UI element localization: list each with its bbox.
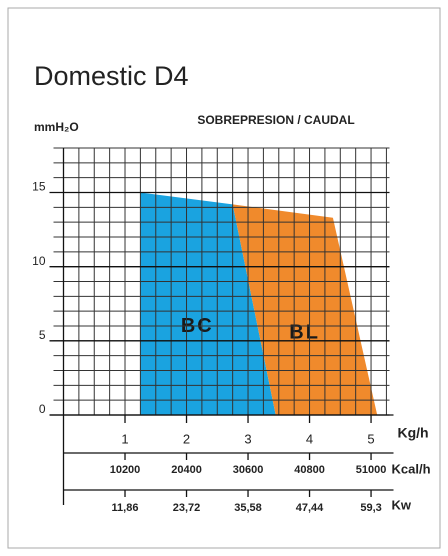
x2-tick-label: 20400 xyxy=(171,464,202,476)
x2-axis-label: Kcal/h xyxy=(392,461,431,476)
x-tick-label: 1 xyxy=(121,431,128,446)
x2-tick-label: 40800 xyxy=(294,464,325,476)
area xyxy=(232,204,378,415)
x2-tick-label: 47,44 xyxy=(296,502,324,514)
chart-title: Domestic D4 xyxy=(34,61,189,91)
x-tick-label: 4 xyxy=(306,431,313,446)
x-tick-label: 5 xyxy=(367,431,374,446)
x2-axis-label: Kw xyxy=(392,497,412,512)
x-axis-label: Kg/h xyxy=(398,425,429,441)
series-label: BL xyxy=(289,321,320,343)
x2-tick-label: 35,58 xyxy=(234,502,262,514)
x2-tick-label: 30600 xyxy=(233,464,264,476)
x2-tick-label: 51000 xyxy=(356,464,387,476)
y-axis-label: mmH₂O xyxy=(34,120,79,134)
x-tick-label: 3 xyxy=(244,431,251,446)
x-tick-label: 2 xyxy=(183,431,190,446)
x2-tick-label: 59,3 xyxy=(360,502,381,514)
chart-subtitle: SOBREPRESION / CAUDAL xyxy=(197,113,354,127)
x2-tick-label: 23,72 xyxy=(173,502,201,514)
y-tick-label: 5 xyxy=(39,328,46,342)
area xyxy=(140,192,276,415)
x2-tick-label: 10200 xyxy=(110,464,141,476)
x2-tick-label: 11,86 xyxy=(112,502,139,514)
y-tick-label: 10 xyxy=(32,254,46,268)
y-tick-label: 15 xyxy=(32,180,46,194)
y-tick-label: 0 xyxy=(39,402,46,416)
